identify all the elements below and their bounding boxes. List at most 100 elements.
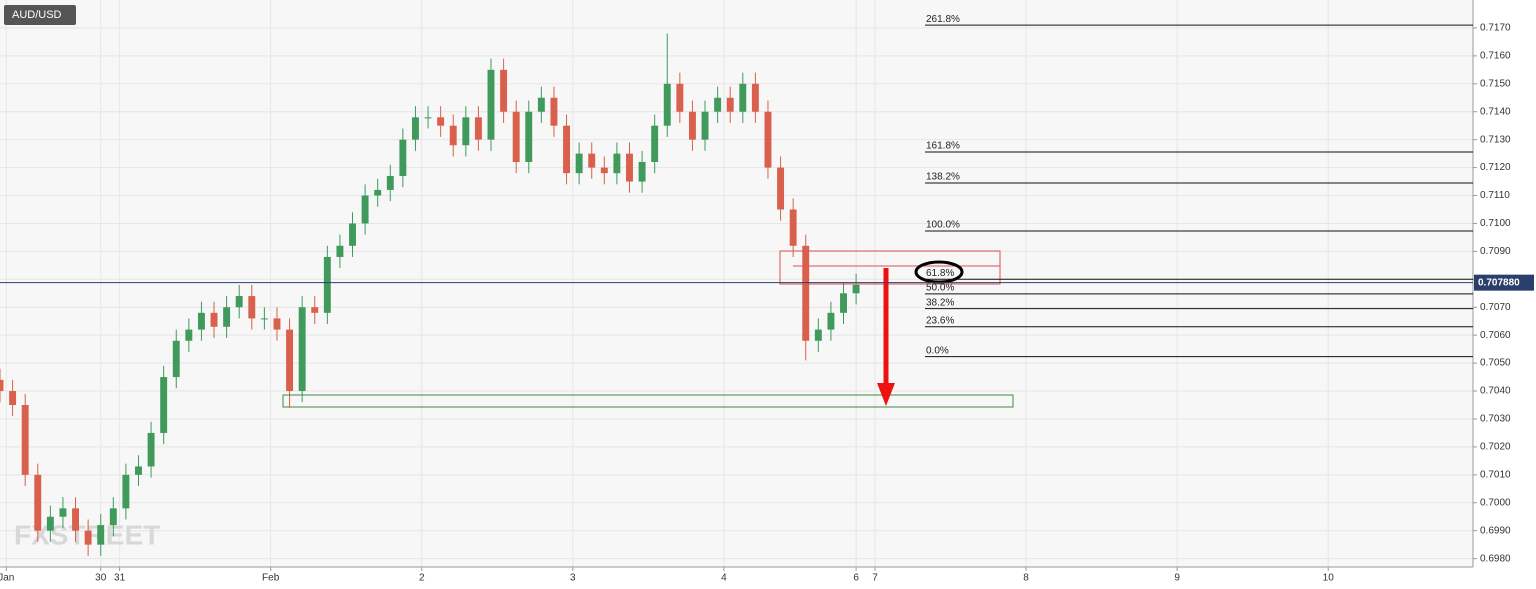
highlight-ellipse [914,260,964,284]
candle-body [109,508,117,526]
x-tick-label: 4 [721,573,727,584]
y-tick-label: 0.7050 [1480,358,1511,369]
candle-body [21,405,29,475]
candle-body [34,474,42,531]
last-price-label: 0.707880 [1478,277,1520,288]
y-tick-label: 0.7070 [1480,302,1511,313]
candle-body [613,153,621,174]
candle-body [0,379,4,392]
candle-body [172,340,180,378]
fib-label: 61.8% [926,268,954,279]
candle-body [525,111,533,162]
candle-body [286,329,294,392]
candle-body [714,97,722,112]
candle-body [751,83,759,112]
candle-body [72,508,80,531]
fib-label: 38.2% [926,297,954,308]
candle-body [349,223,356,246]
y-tick-label: 0.7060 [1480,330,1511,341]
candle-body [474,117,482,140]
candle-body [197,312,205,330]
y-tick-label: 0.7090 [1480,246,1511,257]
candle-body [424,117,432,119]
title-badge [4,5,76,25]
candle-body [537,97,545,112]
candle-body [323,256,331,313]
candle-body [260,318,268,320]
candle-body [185,329,193,341]
y-tick-label: 0.7040 [1480,386,1511,397]
candle-body [802,245,810,341]
y-tick-label: 0.7130 [1480,134,1511,145]
candle-body [638,162,646,182]
candle-body [223,307,231,327]
x-tick-label: Feb [262,573,280,584]
candle-body [411,117,419,140]
candle-body [311,307,319,313]
candle-body [97,525,105,545]
y-tick-label: 0.7150 [1480,78,1511,89]
y-tick-label: 0.6990 [1480,525,1511,536]
fib-label: 0.0% [926,345,949,356]
candle-body [386,175,394,190]
candle-body [46,516,54,531]
candle-body [374,189,382,196]
last-price-box [1474,274,1534,291]
candle-body [600,167,608,174]
y-tick-label: 0.6980 [1480,553,1511,564]
candle-body [651,125,659,162]
x-tick-label: 6 [853,573,859,584]
plot-background [0,0,1473,567]
fib-label: 50.0% [926,282,954,293]
y-tick-label: 0.7140 [1480,106,1511,117]
y-tick-label: 0.7100 [1480,218,1511,229]
support-zone [282,394,1014,408]
candle-body [676,83,684,112]
x-tick-label: 8 [1023,573,1029,584]
candle-body [84,530,92,545]
candle-body [210,312,218,327]
candle-body [437,117,445,126]
candle-body [550,97,558,126]
y-tick-label: 0.7030 [1480,414,1511,425]
candle-body [789,209,797,246]
candle-body [248,296,256,319]
resistance-zone [779,250,1001,285]
fib-label: 100.0% [926,220,960,231]
x-tick-label: 10 [1323,573,1335,584]
candle-body [663,83,671,126]
x-tick-label: 30 [95,573,107,584]
candle-body [273,318,281,330]
candle-body [462,117,470,146]
arrow-head [877,383,895,406]
fib-label: 138.2% [926,172,960,183]
y-tick-label: 0.7170 [1480,23,1511,34]
candle-body [726,97,734,112]
candle-body [575,153,583,174]
candle-body [701,111,709,140]
y-tick-label: 0.7110 [1480,190,1510,201]
x-tick-label: 3 [570,573,576,584]
x-tick-label: Jan [0,573,14,584]
candle-body [59,508,67,517]
candle-body [827,312,835,330]
chart-title: AUD/USD [12,9,62,21]
candle-body [777,167,785,210]
candle-body [739,83,747,112]
x-tick-label: 31 [114,573,126,584]
candle-body [449,125,457,146]
candle-body [122,474,130,509]
candle-body [563,125,571,174]
candle-body [160,377,168,433]
candle-body [852,284,860,294]
candle-body [512,111,520,162]
y-tick-label: 0.7000 [1480,497,1511,508]
x-tick-label: 9 [1174,573,1180,584]
fib-label: 23.6% [926,315,954,326]
candle-body [361,195,369,224]
fib-label: 261.8% [926,14,960,25]
candle-body [135,466,142,475]
candle-body [147,432,155,467]
y-tick-label: 0.7120 [1480,162,1511,173]
